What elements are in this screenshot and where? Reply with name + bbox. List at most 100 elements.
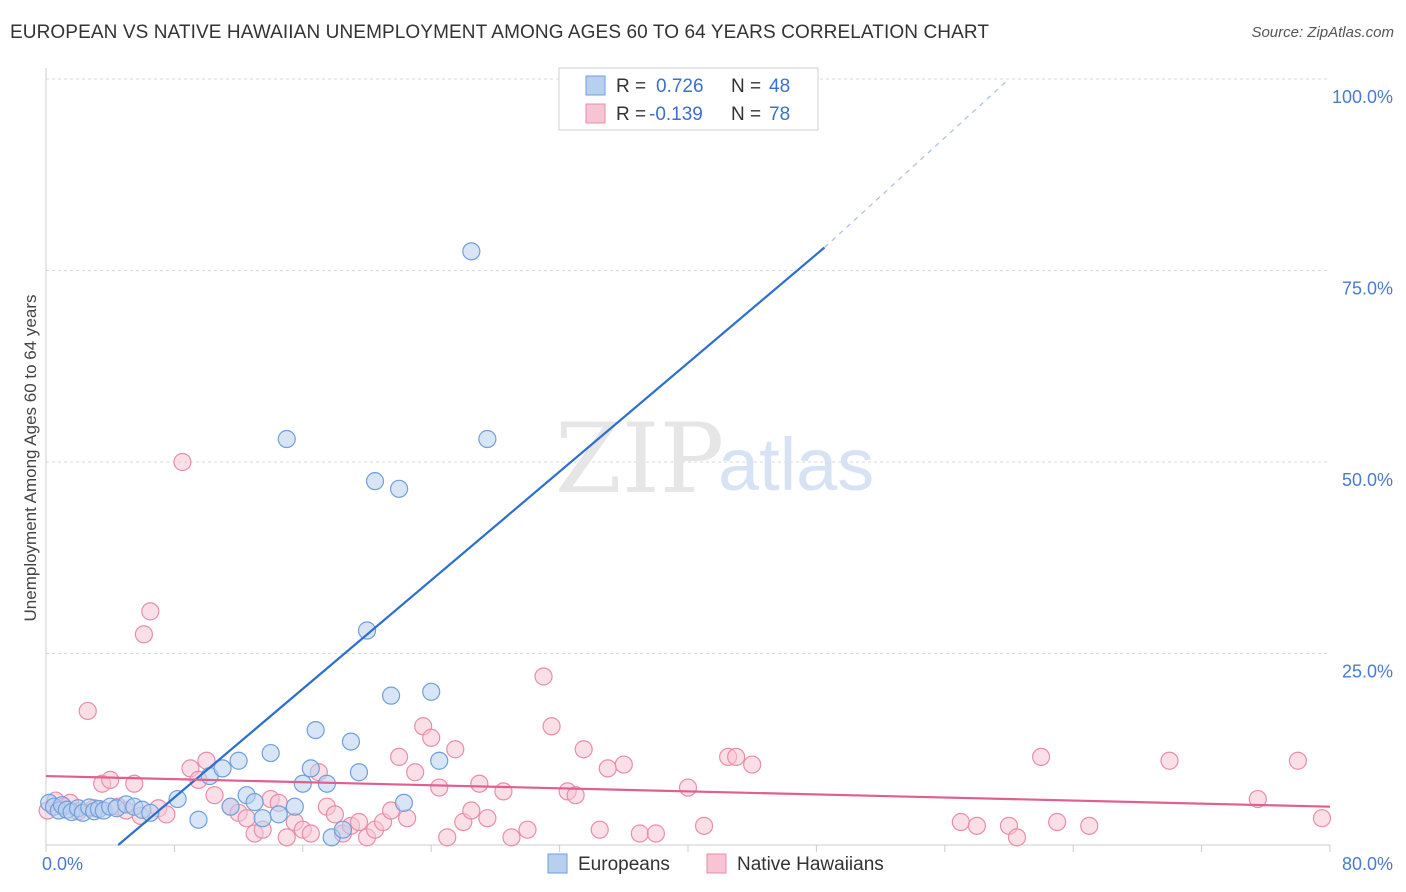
europeans-point-21 bbox=[213, 759, 232, 778]
europeans-point-32 bbox=[301, 759, 320, 778]
legend-hawaiians-r-label: R = bbox=[616, 104, 646, 125]
europeans-point-36 bbox=[333, 820, 353, 839]
hawaiians-point-5 bbox=[78, 701, 97, 721]
hawaiians-point-80 bbox=[1160, 751, 1179, 770]
legend-europeans-n-label: N = bbox=[731, 76, 761, 97]
europeans-point-45 bbox=[430, 751, 449, 770]
legend-hawaiians-n-value: 78 bbox=[769, 104, 790, 125]
chart-title: EUROPEAN VS NATIVE HAWAIIAN UNEMPLOYMENT… bbox=[10, 22, 990, 43]
x-tick-label-0: 0.0% bbox=[42, 854, 83, 874]
watermark-zip: ZIP bbox=[555, 403, 724, 515]
europeans-point-26 bbox=[253, 809, 272, 828]
hawaiians-point-35 bbox=[325, 805, 344, 824]
y-tick-label-1: 50.0% bbox=[1342, 470, 1393, 490]
europeans-point-18 bbox=[168, 789, 187, 809]
hawaiians-point-77 bbox=[1031, 747, 1051, 767]
legend-europeans-r-value: 0.726 bbox=[656, 76, 704, 97]
europeans-point-29 bbox=[277, 429, 296, 449]
hawaiians-point-57 bbox=[518, 820, 537, 839]
europeans-point-17 bbox=[141, 803, 160, 822]
hawaiians-point-59 bbox=[542, 717, 561, 736]
legend-bottom-europeans-swatch bbox=[547, 853, 568, 874]
europeans-point-40 bbox=[365, 472, 385, 491]
europeans-point-46 bbox=[462, 242, 481, 261]
legend-hawaiians-r-value: -0.139 bbox=[649, 104, 703, 125]
europeans-point-22 bbox=[221, 797, 240, 816]
europeans-trend-line bbox=[117, 246, 826, 846]
europeans-point-30 bbox=[285, 797, 304, 816]
europeans-trend-extension bbox=[824, 78, 1010, 248]
legend-series: Europeans Native Hawaiians bbox=[547, 853, 884, 875]
hawaiians-point-62 bbox=[574, 740, 593, 759]
hawaiians-point-47 bbox=[422, 728, 441, 747]
y-tick-label-2: 75.0% bbox=[1342, 279, 1393, 299]
hawaiians-trend-line bbox=[45, 774, 1331, 808]
hawaiians-point-56 bbox=[502, 828, 521, 847]
hawaiians-point-72 bbox=[743, 755, 762, 774]
europeans-point-23 bbox=[229, 751, 248, 770]
hawaiians-point-82 bbox=[1288, 751, 1308, 770]
watermark-atlas: atlas bbox=[718, 423, 874, 506]
hawaiians-point-74 bbox=[967, 816, 987, 835]
hawaiians-point-29 bbox=[277, 828, 296, 847]
hawaiians-point-53 bbox=[470, 774, 489, 793]
watermark: ZIP atlas bbox=[555, 403, 874, 515]
trend-lines bbox=[45, 78, 1331, 846]
hawaiians-point-71 bbox=[727, 747, 746, 767]
hawaiians-point-66 bbox=[630, 824, 649, 843]
x-tick-label-1: 80.0% bbox=[1342, 854, 1393, 874]
hawaiians-point-43 bbox=[390, 747, 409, 767]
hawaiians-point-79 bbox=[1080, 816, 1099, 835]
hawaiians-point-8 bbox=[101, 770, 120, 789]
hawaiians-point-78 bbox=[1048, 812, 1067, 832]
hawaiians-point-45 bbox=[406, 763, 425, 782]
europeans-point-31 bbox=[293, 774, 312, 793]
hawaiians-point-63 bbox=[590, 820, 609, 839]
legend-stats: R = 0.726 N = 48 R = -0.139 N = 78 bbox=[558, 67, 819, 131]
hawaiians-point-54 bbox=[478, 809, 497, 828]
legend-bottom-europeans-label: Europeans bbox=[578, 854, 670, 875]
europeans-point-43 bbox=[394, 793, 414, 812]
europeans-point-38 bbox=[349, 763, 369, 782]
hawaiians-point-21 bbox=[205, 786, 224, 805]
hawaiians-point-69 bbox=[694, 816, 714, 835]
hawaiians-point-55 bbox=[494, 782, 513, 801]
hawaiians-point-61 bbox=[566, 786, 585, 805]
y-axis-ticks: 25.0% 50.0% 75.0% 100.0% bbox=[1332, 87, 1393, 682]
hawaiians-point-13 bbox=[134, 625, 154, 644]
hawaiians-point-49 bbox=[438, 828, 457, 847]
europeans-point-27 bbox=[261, 743, 280, 763]
hawaiians-point-76 bbox=[1007, 828, 1027, 847]
y-tick-label-0: 25.0% bbox=[1342, 662, 1393, 682]
europeans-point-33 bbox=[306, 720, 325, 740]
europeans-point-19 bbox=[189, 810, 208, 829]
hawaiians-point-32 bbox=[301, 824, 320, 843]
hawaiians-point-17 bbox=[173, 452, 192, 472]
legend-europeans-n-value: 48 bbox=[769, 76, 790, 97]
europeans-point-44 bbox=[422, 682, 441, 701]
y-axis-title: Unemployment Among Ages 60 to 64 years bbox=[21, 295, 40, 622]
legend-hawaiians-n-label: N = bbox=[731, 104, 761, 125]
hawaiians-point-52 bbox=[462, 801, 481, 820]
hawaiians-point-38 bbox=[349, 812, 369, 832]
hawaiians-point-81 bbox=[1248, 789, 1267, 809]
source-label: Source: ZipAtlas.com bbox=[1251, 24, 1394, 41]
y-tick-label-3: 100.0% bbox=[1332, 87, 1393, 107]
hawaiians-point-14 bbox=[141, 602, 160, 621]
hawaiians-point-67 bbox=[646, 824, 666, 843]
hawaiians-point-48 bbox=[430, 778, 449, 797]
legend-bottom-hawaiians-swatch bbox=[706, 853, 727, 874]
x-axis-ticks: 0.0% 80.0% bbox=[42, 854, 1393, 874]
europeans-point-39 bbox=[357, 621, 377, 640]
hawaiians-point-50 bbox=[446, 740, 465, 759]
legend-europeans-swatch bbox=[585, 75, 606, 96]
hawaiians-point-11 bbox=[125, 774, 144, 793]
legend-europeans-r-label: R = bbox=[616, 76, 646, 97]
hawaiians-point-64 bbox=[598, 759, 617, 778]
hawaiians-point-68 bbox=[678, 778, 698, 797]
hawaiians-point-83 bbox=[1312, 809, 1332, 828]
legend-bottom-hawaiians-label: Native Hawaiians bbox=[737, 854, 884, 875]
europeans-point-28 bbox=[269, 805, 288, 824]
hawaiians-point-44 bbox=[398, 809, 417, 828]
